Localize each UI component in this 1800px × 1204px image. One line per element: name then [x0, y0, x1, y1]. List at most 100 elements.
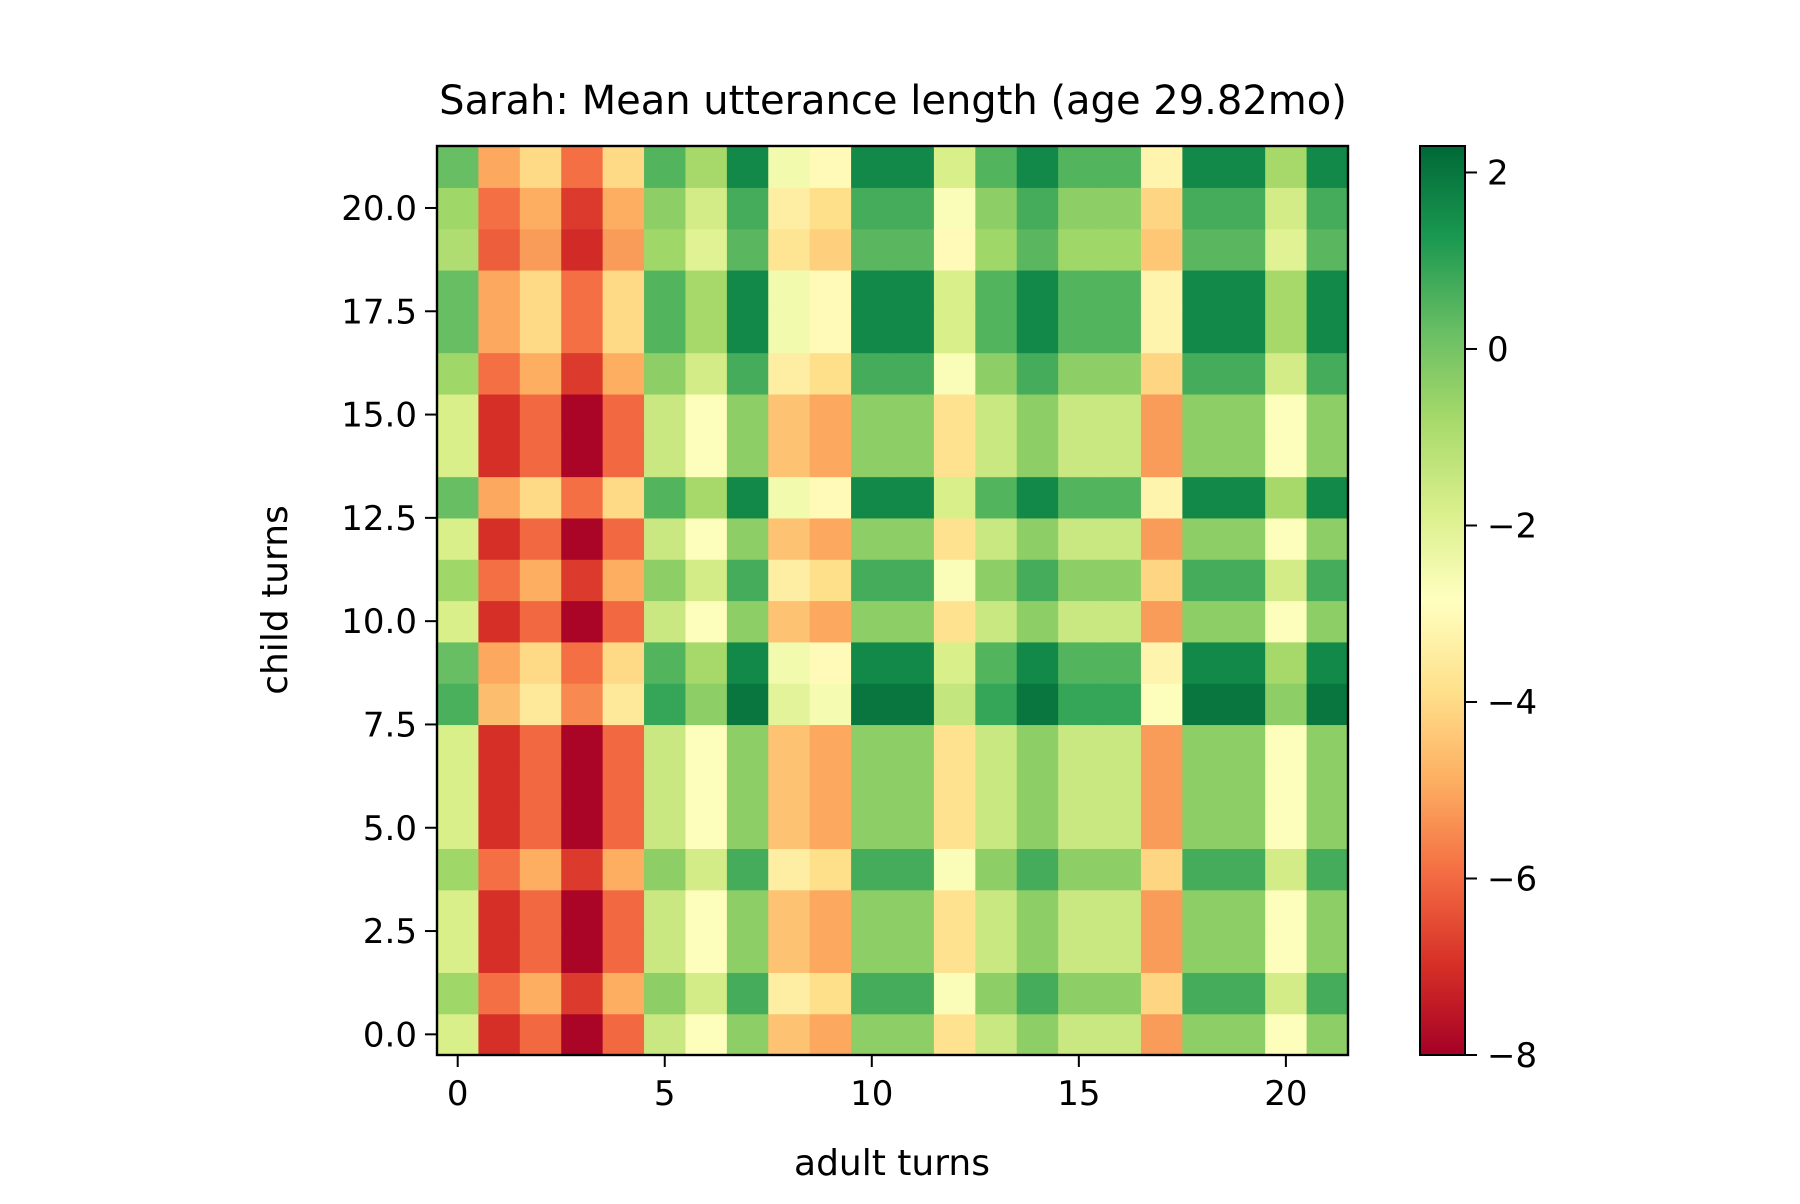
heatmap-cell	[519, 889, 562, 932]
heatmap-cell	[478, 559, 521, 602]
heatmap-cell	[1265, 807, 1308, 850]
heatmap-cell	[1099, 146, 1142, 188]
heatmap-cell	[768, 435, 811, 478]
heatmap-cell	[851, 269, 894, 312]
heatmap-cell	[809, 269, 852, 312]
heatmap-cell	[1265, 600, 1308, 643]
plot-frame	[435, 144, 1350, 1057]
heatmap-cell	[933, 435, 976, 478]
heatmap-cell	[1265, 393, 1308, 436]
heatmap-cell	[1265, 476, 1308, 519]
heatmap-cell	[726, 269, 769, 312]
heatmap-cell	[685, 848, 728, 891]
heatmap-cell	[726, 352, 769, 395]
heatmap-cell	[1099, 931, 1142, 973]
heatmap-cell	[644, 146, 687, 188]
heatmap-cell	[975, 972, 1018, 1015]
heatmap-cell	[602, 889, 645, 932]
heatmap-cell	[1223, 1013, 1266, 1056]
heatmap-cell	[726, 393, 769, 436]
heatmap-cell	[1306, 146, 1349, 188]
heatmap-cell	[1223, 228, 1266, 271]
heatmap-cell	[1140, 931, 1183, 973]
heatmap-cell	[1140, 228, 1183, 271]
heatmap-cell	[851, 435, 894, 478]
heatmap-cell	[561, 352, 604, 395]
heatmap-cell	[809, 931, 852, 973]
heatmap-cell	[602, 352, 645, 395]
heatmap-cell	[644, 724, 687, 767]
heatmap-cell	[1058, 931, 1101, 973]
heatmap-cell	[892, 724, 935, 767]
heatmap-cell	[685, 889, 728, 932]
heatmap-cell	[809, 352, 852, 395]
heatmap-cell	[519, 146, 562, 188]
heatmap-cell	[1223, 311, 1266, 354]
heatmap-cell	[1306, 228, 1349, 271]
heatmap-cell	[933, 228, 976, 271]
heatmap-cell	[1140, 352, 1183, 395]
heatmap-cell	[768, 972, 811, 1015]
heatmap-cell	[726, 765, 769, 808]
heatmap-cell	[892, 187, 935, 230]
heatmap-cell	[644, 352, 687, 395]
heatmap-cell	[685, 517, 728, 560]
chart-title: Sarah: Mean utterance length (age 29.82m…	[439, 78, 1347, 124]
heatmap-cell	[1223, 848, 1266, 891]
heatmap-cell	[975, 1013, 1018, 1056]
heatmap-cell	[933, 600, 976, 643]
heatmap-cell	[1016, 889, 1059, 932]
heatmap-cell	[437, 683, 480, 726]
heatmap-cell	[602, 559, 645, 602]
heatmap-cell	[1265, 269, 1308, 312]
heatmap-cell	[892, 600, 935, 643]
x-tick-label: 10	[850, 1074, 893, 1114]
heatmap-cell	[644, 269, 687, 312]
y-tick-label: 12.5	[341, 499, 417, 539]
heatmap-cell	[1223, 146, 1266, 188]
heatmap-cell	[1223, 600, 1266, 643]
heatmap-cell	[726, 641, 769, 684]
heatmap-cell	[1265, 889, 1308, 932]
heatmap-cell	[768, 600, 811, 643]
x-tick-label: 15	[1057, 1074, 1100, 1114]
heatmap-cell	[1016, 269, 1059, 312]
heatmap-cell	[478, 807, 521, 850]
heatmap-cell	[1306, 269, 1349, 312]
heatmap-cell	[685, 641, 728, 684]
heatmap-cell	[685, 352, 728, 395]
heatmap-cell	[1099, 641, 1142, 684]
heatmap-cell	[602, 600, 645, 643]
heatmap-cell	[1058, 972, 1101, 1015]
heatmap-cell	[1016, 311, 1059, 354]
heatmap-cell	[602, 931, 645, 973]
heatmap-cell	[437, 435, 480, 478]
heatmap-cell	[1223, 724, 1266, 767]
heatmap-cell	[437, 559, 480, 602]
heatmap-cell	[809, 435, 852, 478]
heatmap-cell	[519, 1013, 562, 1056]
heatmap-cell	[478, 228, 521, 271]
heatmap-cell	[809, 765, 852, 808]
heatmap-cell	[478, 311, 521, 354]
heatmap-cell	[1099, 1013, 1142, 1056]
heatmap-cell	[1265, 146, 1308, 188]
heatmap-cell	[437, 476, 480, 519]
heatmap-cell	[1099, 517, 1142, 560]
heatmap-cell	[1223, 972, 1266, 1015]
heatmap-cell	[768, 765, 811, 808]
heatmap-cell	[1099, 807, 1142, 850]
heatmap-cell	[1016, 848, 1059, 891]
heatmap-cell	[437, 972, 480, 1015]
heatmap-cell	[1306, 600, 1349, 643]
heatmap-cell	[726, 476, 769, 519]
heatmap-cell	[1223, 807, 1266, 850]
heatmap-cell	[809, 600, 852, 643]
heatmap-cell	[851, 352, 894, 395]
heatmap-cell	[561, 476, 604, 519]
heatmap-cell	[685, 1013, 728, 1056]
heatmap-cell	[519, 848, 562, 891]
heatmap-cell	[1265, 848, 1308, 891]
heatmap-cell	[933, 476, 976, 519]
heatmap-cell	[1016, 559, 1059, 602]
